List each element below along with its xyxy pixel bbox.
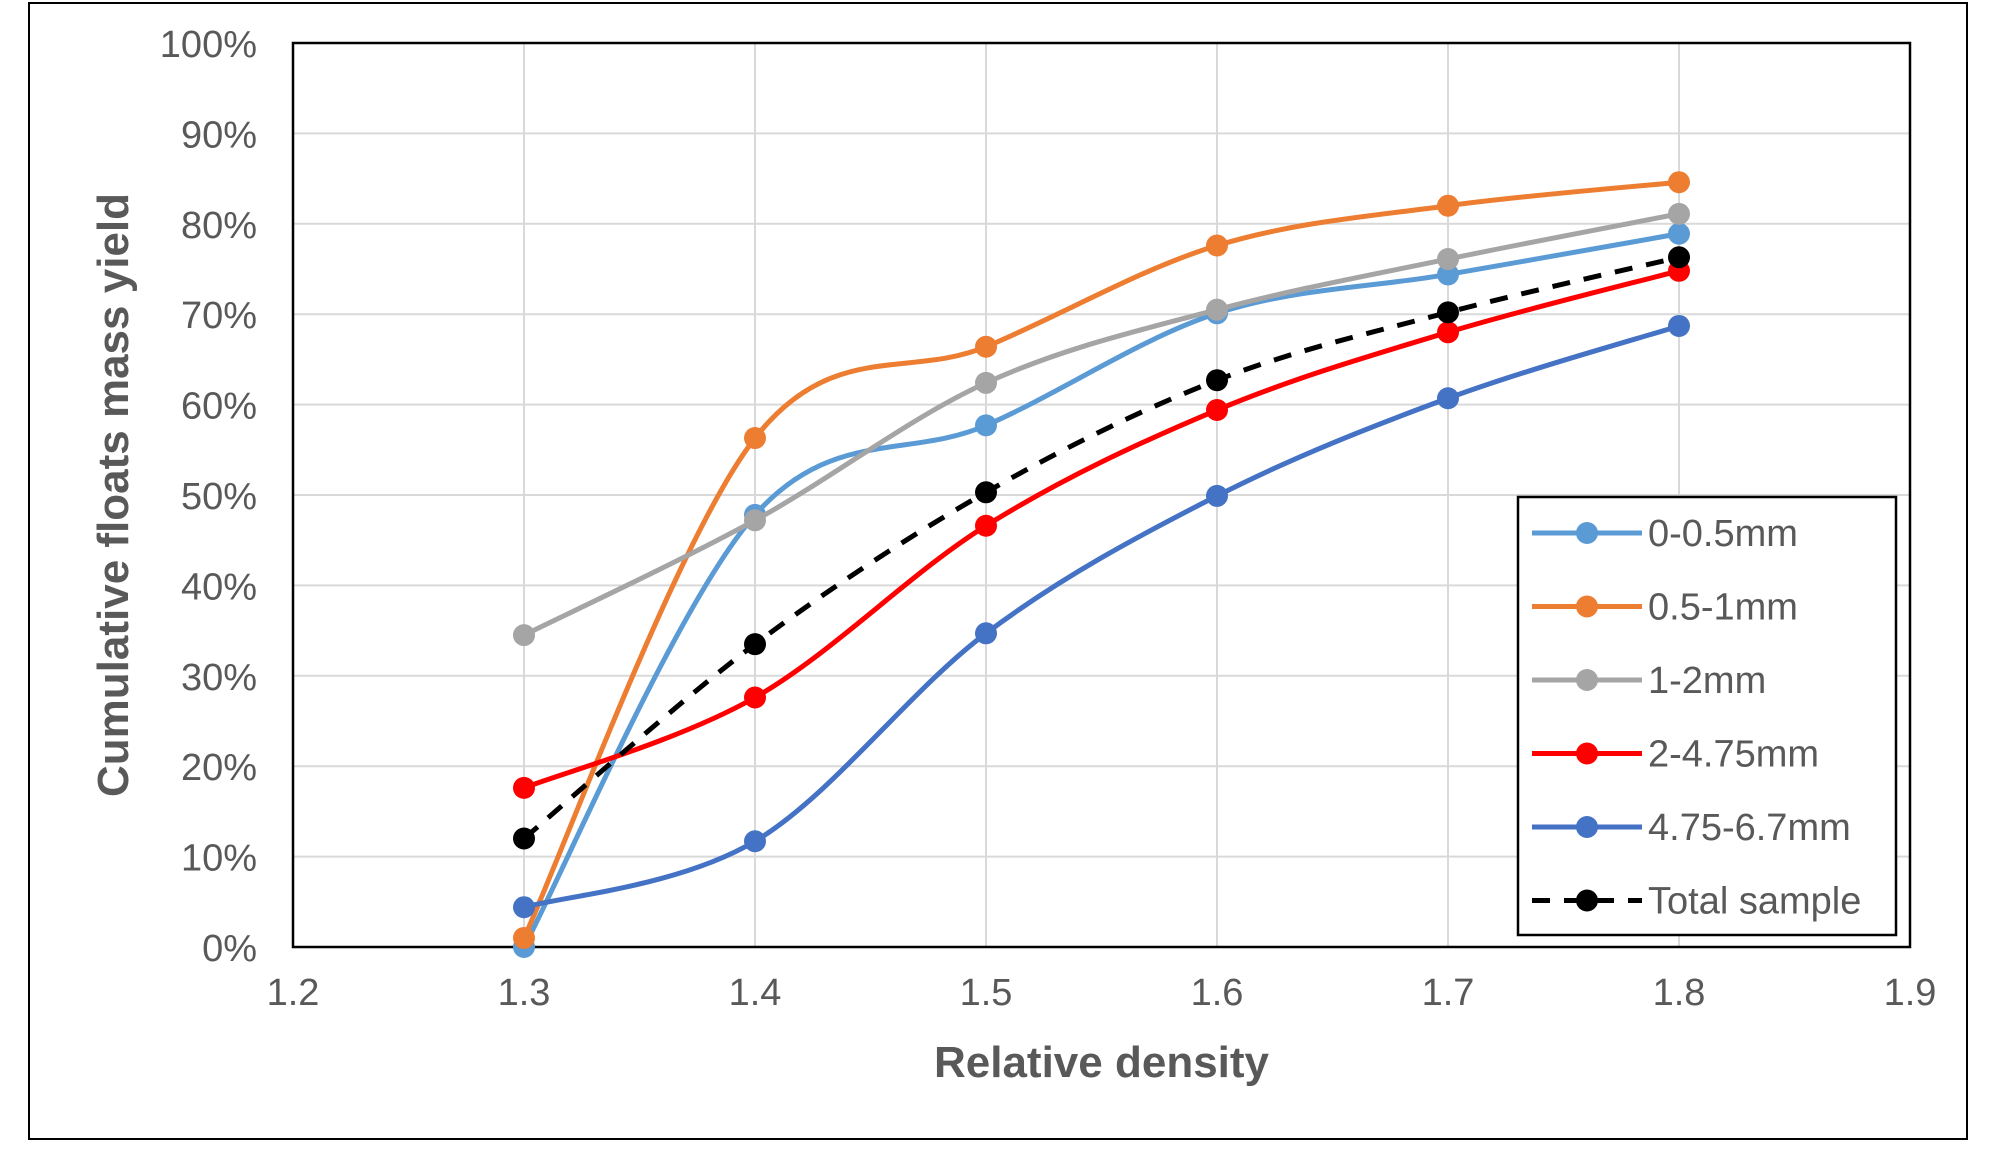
data-point [1668, 171, 1690, 194]
data-point [744, 427, 766, 450]
data-point [1668, 314, 1690, 337]
data-point [975, 414, 997, 437]
legend-label: 2-4.75mm [1648, 734, 1819, 776]
series-0-5-1mm [513, 171, 1690, 949]
legend-label: 4.75-6.7mm [1648, 807, 1851, 849]
data-point [1437, 263, 1459, 286]
data-point [1668, 222, 1690, 245]
data-point [1437, 248, 1459, 271]
data-point [1437, 301, 1459, 324]
chart-frame [28, 2, 1968, 1140]
legend-label: 0.5-1mm [1648, 587, 1798, 629]
axis-ticks: 0% 10% 20% 30% 40% 50% 60% 70% 80% 90% 100% 1.2 1.3 1… [160, 24, 1937, 1014]
x-axis-label: Relative density [934, 1038, 1270, 1087]
legend-box [1516, 495, 1898, 937]
data-point [744, 509, 766, 532]
data-point [744, 830, 766, 853]
legend-label: 0-0.5mm [1648, 513, 1798, 555]
series-line [522, 211, 1680, 638]
data-point [513, 896, 535, 919]
series-line [522, 254, 1680, 841]
series-total-sample [513, 246, 1690, 850]
y-tick-label: 10% [181, 838, 257, 880]
series-0-0-5mm [513, 222, 1690, 958]
data-point [1206, 399, 1228, 422]
y-axis-label: Cumulative floats mass yield [89, 193, 138, 797]
series-4-75-6-7mm [513, 314, 1690, 919]
plot-area [291, 41, 1912, 949]
x-tick-label: 1.2 [267, 972, 320, 1014]
x-tick-label: 1.5 [960, 972, 1013, 1014]
y-tick-label: 0% [202, 928, 257, 970]
data-point [975, 371, 997, 394]
data-point [975, 481, 997, 504]
data-point [1206, 234, 1228, 257]
legend-label: 1-2mm [1648, 660, 1766, 702]
x-tick-label: 1.9 [1884, 972, 1937, 1014]
series-line [523, 323, 1680, 910]
series-line [523, 268, 1680, 791]
y-tick-label: 80% [181, 205, 257, 247]
y-tick-label: 90% [181, 114, 257, 156]
legend-swatch-marker [1576, 595, 1598, 618]
data-point [1437, 387, 1459, 410]
x-tick-label: 1.4 [729, 972, 782, 1014]
y-tick-label: 20% [181, 747, 257, 789]
data-point [513, 776, 535, 799]
data-point [975, 622, 997, 645]
legend-label: Total sample [1648, 881, 1861, 923]
x-tick-label: 1.8 [1653, 972, 1706, 1014]
y-tick-label: 60% [181, 386, 257, 428]
data-point [513, 624, 535, 647]
data-point [1206, 298, 1228, 321]
x-tick-label: 1.7 [1422, 972, 1475, 1014]
data-point [513, 827, 535, 850]
data-point [513, 926, 535, 949]
legend-swatch-marker [1576, 816, 1598, 838]
legend-swatch-marker [1576, 889, 1598, 912]
y-tick-label: 40% [181, 566, 257, 608]
data-point [1206, 484, 1228, 507]
data-point [975, 514, 997, 537]
y-tick-label: 30% [181, 657, 257, 699]
legend-swatch-marker [1576, 669, 1598, 691]
x-tick-label: 1.3 [498, 972, 551, 1014]
legend-swatch-marker [1576, 742, 1598, 765]
series-lines [513, 171, 1690, 958]
y-tick-label: 50% [181, 476, 257, 518]
series-2-4-75mm [513, 259, 1690, 799]
x-tick-label: 1.6 [1191, 972, 1244, 1014]
data-point [1668, 246, 1690, 269]
data-point [1668, 202, 1690, 225]
data-point [975, 335, 997, 358]
legend-swatch-marker [1576, 522, 1598, 544]
data-point [1437, 321, 1459, 344]
data-point [744, 633, 766, 656]
data-point [744, 686, 766, 709]
y-tick-label: 70% [181, 295, 257, 337]
data-point [1206, 369, 1228, 392]
y-tick-label: 100% [160, 24, 257, 66]
data-point [1437, 194, 1459, 217]
legend: 0-0.5mm 0.5-1mm 1-2mm 2-4.75mm 4.75-6.7mm Tot… [1516, 495, 1898, 937]
series-1-2mm [513, 202, 1690, 647]
